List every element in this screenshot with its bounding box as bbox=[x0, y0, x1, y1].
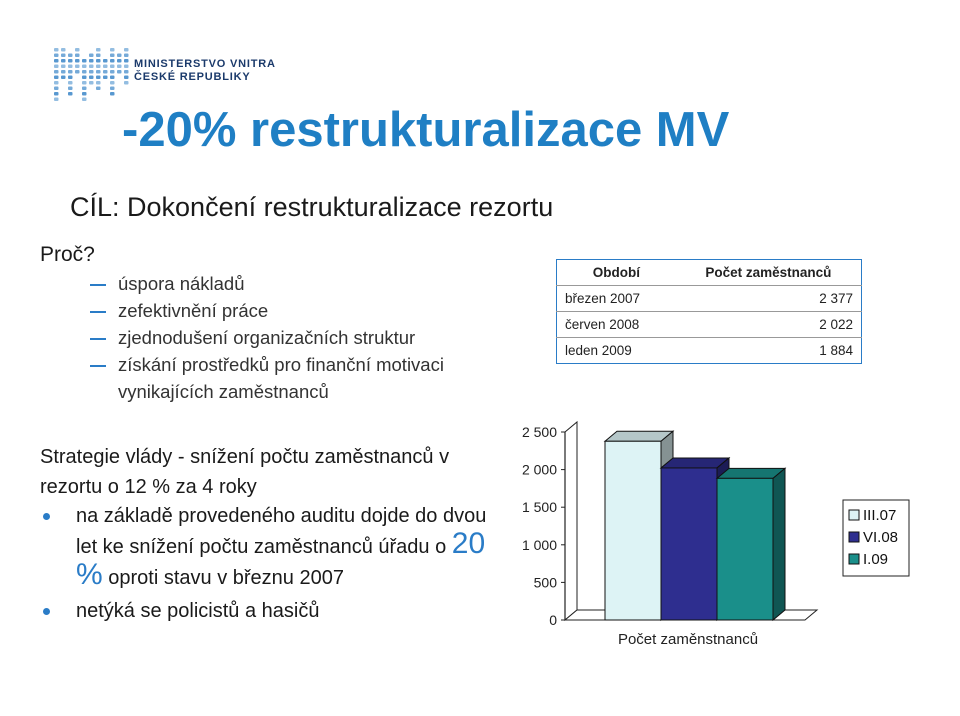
strategy-bullets: na základě provedeného auditu dojde do d… bbox=[40, 503, 510, 631]
bullet-item-audit: na základě provedeného auditu dojde do d… bbox=[40, 503, 510, 592]
bar-front bbox=[716, 477, 774, 621]
reason-item: získání prostředků pro finanční motivaci… bbox=[88, 351, 508, 405]
period-cell: březen 2007 bbox=[556, 285, 676, 312]
table-header-row: Období Počet zaměstnanců bbox=[556, 259, 862, 286]
strategy-text: Strategie vlády - snížení počtu zaměstna… bbox=[40, 446, 450, 498]
y-tick-label: 1 000 bbox=[522, 537, 557, 553]
reason-item: zefektivnění práce bbox=[88, 297, 508, 324]
bullet-dot-icon bbox=[43, 608, 50, 615]
bullet-text-after: oproti stavu v březnu 2007 bbox=[102, 567, 344, 589]
legend-swatch bbox=[848, 553, 860, 565]
period-cell: leden 2009 bbox=[565, 343, 632, 358]
logo-text: MINISTERSTVO VNITRA ČESKÉ REPUBLIKY bbox=[134, 58, 276, 84]
goal-heading: CÍL: Dokončení restrukturalizace rezortu bbox=[70, 192, 554, 222]
legend-label: I.09 bbox=[863, 551, 888, 568]
reason-item: úspora nákladů bbox=[88, 270, 508, 297]
y-tick-label: 500 bbox=[534, 574, 558, 590]
logo-line1: MINISTERSTVO VNITRA bbox=[134, 58, 276, 70]
legend-swatch bbox=[848, 509, 860, 521]
table-row: březen 2007 2 377 bbox=[556, 285, 862, 312]
column-header-count: Počet zaměstnanců bbox=[675, 259, 862, 286]
page-title: -20% restrukturalizace MV bbox=[122, 103, 730, 157]
table-row: leden 2009 1 884 bbox=[557, 338, 862, 364]
legend-label: III.07 bbox=[863, 507, 896, 524]
ministry-logo bbox=[54, 48, 129, 101]
table-row: červen 2008 2 022 bbox=[556, 311, 862, 338]
bullet-dot-icon bbox=[43, 513, 50, 520]
count-cell: 2 377 bbox=[675, 285, 862, 312]
column-header-period: Období bbox=[556, 259, 676, 286]
y-tick-label: 1 500 bbox=[522, 499, 557, 515]
count-cell: 1 884 bbox=[819, 343, 853, 358]
bullet-text-before: na základě provedeného auditu dojde do d… bbox=[76, 505, 487, 558]
period-cell: červen 2008 bbox=[556, 311, 676, 338]
y-tick-label: 2 000 bbox=[522, 462, 557, 478]
reasons-list: úspora nákladů zefektivnění práce zjedno… bbox=[88, 270, 508, 405]
bullet-text: netýká se policistů a hasičů bbox=[76, 600, 320, 622]
employee-bar-chart: 0 500 1 000 1 500 2 000 2 500 Počet zaměnstnan… bbox=[522, 420, 910, 648]
bar-front bbox=[660, 467, 718, 621]
bullet-item-exemption: netýká se policistů a hasičů bbox=[40, 598, 510, 625]
count-cell: 2 022 bbox=[675, 311, 862, 338]
bullet-highlight: 20 % bbox=[76, 527, 486, 591]
bar-side bbox=[772, 467, 786, 622]
y-tick-label: 0 bbox=[549, 612, 557, 628]
why-label: Proč? bbox=[40, 243, 95, 266]
y-tick-label: 2 500 bbox=[522, 424, 557, 440]
legend-label: VI.08 bbox=[863, 529, 898, 546]
employee-table: Období Počet zaměstnanců březen 2007 2 3… bbox=[556, 259, 862, 364]
logo-line2: ČESKÉ REPUBLIKY bbox=[134, 71, 251, 83]
x-axis-label: Počet zaměnstnanců bbox=[618, 631, 758, 648]
reason-item: zjednodušení organizačních struktur bbox=[88, 324, 508, 351]
chart-side-wall bbox=[564, 420, 578, 622]
legend-swatch bbox=[848, 531, 860, 543]
bar-front bbox=[604, 440, 662, 621]
